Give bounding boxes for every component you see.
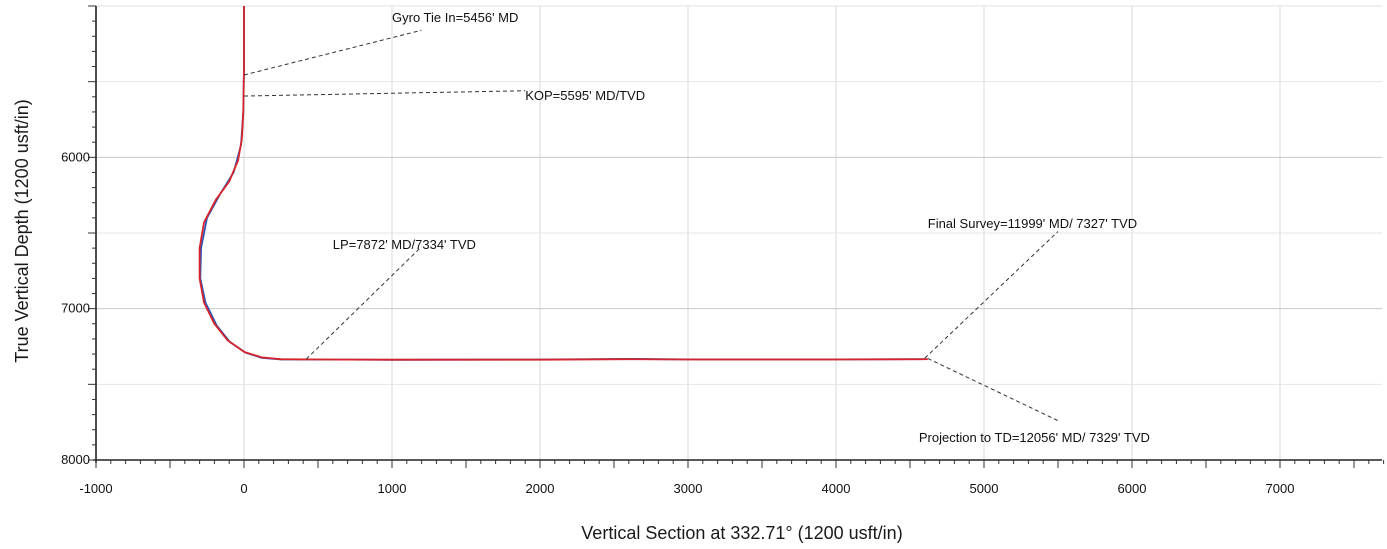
y-tick-label: 7000 <box>61 301 90 316</box>
tick-labels: -1000 0 1000 2000 3000 4000 5000 6000 7000 6000 70… <box>61 149 1294 496</box>
annotation-label: LP=7872' MD/7334' TVD <box>333 237 476 252</box>
x-tick-label: 0 <box>240 481 247 496</box>
tick-marks <box>88 5 1385 468</box>
annotation-leader <box>924 231 1059 359</box>
series-lines <box>198 6 928 361</box>
annotation-label: Projection to TD=12056' MD/ 7329' TVD <box>919 430 1150 445</box>
y-tick-label: 8000 <box>61 452 90 467</box>
axes <box>93 6 1382 463</box>
annotation-label: KOP=5595' MD/TVD <box>525 88 645 103</box>
x-tick-label: 1000 <box>378 481 407 496</box>
x-tick-label: 2000 <box>526 481 555 496</box>
x-tick-label: 7000 <box>1266 481 1295 496</box>
x-tick-label: -1000 <box>79 481 112 496</box>
x-axis-label: Vertical Section at 332.71° (1200 usft/i… <box>581 523 902 543</box>
series-line <box>198 6 928 361</box>
annotations: Gyro Tie In=5456' MD KOP=5595' MD/TVD LP=7… <box>243 10 1150 445</box>
x-tick-label: 4000 <box>822 481 851 496</box>
x-tick-label: 5000 <box>970 481 999 496</box>
annotation-leader <box>243 29 422 76</box>
x-tick-label: 6000 <box>1118 481 1147 496</box>
y-axis-label: True Vertical Depth (1200 usft/in) <box>12 99 32 362</box>
grid <box>95 5 1382 461</box>
annotation-leader <box>243 90 526 97</box>
annotation-label: Gyro Tie In=5456' MD <box>392 10 518 25</box>
x-tick-label: 3000 <box>674 481 703 496</box>
annotation-leader <box>305 246 422 360</box>
annotation-label: Final Survey=11999' MD/ 7327' TVD <box>928 216 1137 231</box>
annotation-leader <box>927 358 1059 422</box>
y-tick-label: 6000 <box>61 149 90 164</box>
